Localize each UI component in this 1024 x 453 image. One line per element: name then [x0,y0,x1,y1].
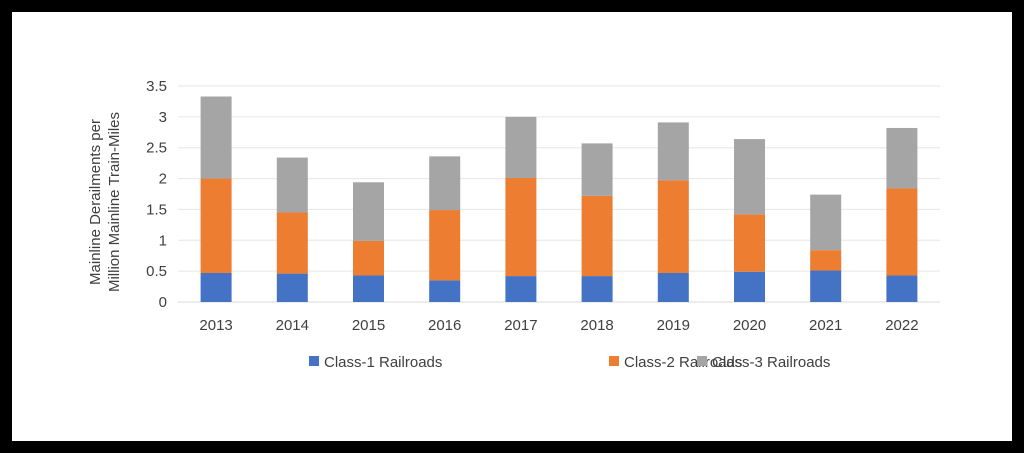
y-axis-label-line-1: Mainline Derailments per [87,119,104,285]
x-tick-label: 2017 [504,317,537,334]
y-axis-label-line-2: Million Mainline Train-Miles [106,112,123,292]
bar-2016-series-3 [429,156,461,211]
y-tick-label: 2.5 [146,140,167,157]
bar-2014-series-2 [276,212,308,274]
y-tick-label: 0.5 [146,263,167,280]
x-tick-label: 2021 [809,317,842,334]
bar-2014-series-1 [276,273,308,302]
x-tick-label: 2014 [276,317,309,334]
x-tick-label: 2015 [352,317,385,334]
x-tick-label: 2016 [428,317,461,334]
bar-2013-series-1 [200,272,232,302]
y-axis-ticks: 0 0.5 1 1.5 2 2.5 3 3.5 [146,78,167,311]
bar-2021-series-1 [810,270,842,302]
bar-2020-series-3 [734,139,765,215]
bar-2015-series-3 [353,182,384,241]
bar-2021-series-2 [810,250,842,271]
y-tick-label: 3.5 [146,78,167,95]
stacked-bar-chart: 00.511.522.533.5 2013 2014 2015 2016 2017 201… [87,78,940,371]
bar-2022-series-2 [886,188,918,276]
bar-2015-series-1 [353,275,384,302]
y-tick-label: 3 [159,109,167,126]
bar-2013-series-3 [200,96,232,179]
bar-2016-series-2 [429,210,461,281]
bar-2019-series-2 [657,180,689,273]
x-tick-label: 2013 [199,317,232,334]
bar-2021-series-3 [810,194,842,251]
legend-label: Class-2 Railroads [624,354,742,371]
bar-2019-series-3 [657,122,689,181]
y-tick-label: 0 [159,294,167,311]
legend-swatch [697,356,707,366]
bar-2017-series-3 [505,116,537,178]
bar-2013-series-2 [200,178,232,273]
bar-2018-series-3 [581,143,613,196]
bar-2022-series-1 [886,275,918,302]
x-axis-ticks: 2013 2014 2015 2016 2017 2018 2019 2020 2021 2022 [199,317,918,334]
legend-swatch [309,356,319,366]
chart-frame: 0 0.5 1 1.5 2 2.5 3 3.5 2013 2014 2015 2016 2017 201… [12,12,1012,441]
bar-2017-series-1 [505,276,537,302]
x-tick-label: 2022 [885,317,918,334]
legend: Class-1 Railroads Class-2 RailroadsClass-… [309,354,830,371]
bar-2019-series-1 [657,272,689,302]
legend-label: Class-1 Railroads [324,354,442,371]
x-tick-label: 2019 [657,317,690,334]
y-tick-label: 1.5 [146,201,167,218]
bars [200,96,918,302]
legend-swatch [609,356,619,366]
bar-2018-series-2 [581,195,613,277]
bar-2014-series-3 [276,157,308,213]
bar-2018-series-1 [581,276,613,302]
y-tick-label: 2 [159,171,167,188]
y-tick-label: 1 [159,232,167,249]
bar-2020-series-1 [734,271,765,302]
bar-2015-series-2 [353,240,384,276]
bar-2022-series-3 [886,127,918,189]
bar-2016-series-1 [429,280,461,302]
bar-2017-series-2 [505,177,537,277]
x-tick-label: 2018 [580,317,613,334]
x-tick-label: 2020 [733,317,766,334]
legend-label: Class-3 Railroads [712,354,830,371]
bar-2020-series-2 [734,214,765,272]
